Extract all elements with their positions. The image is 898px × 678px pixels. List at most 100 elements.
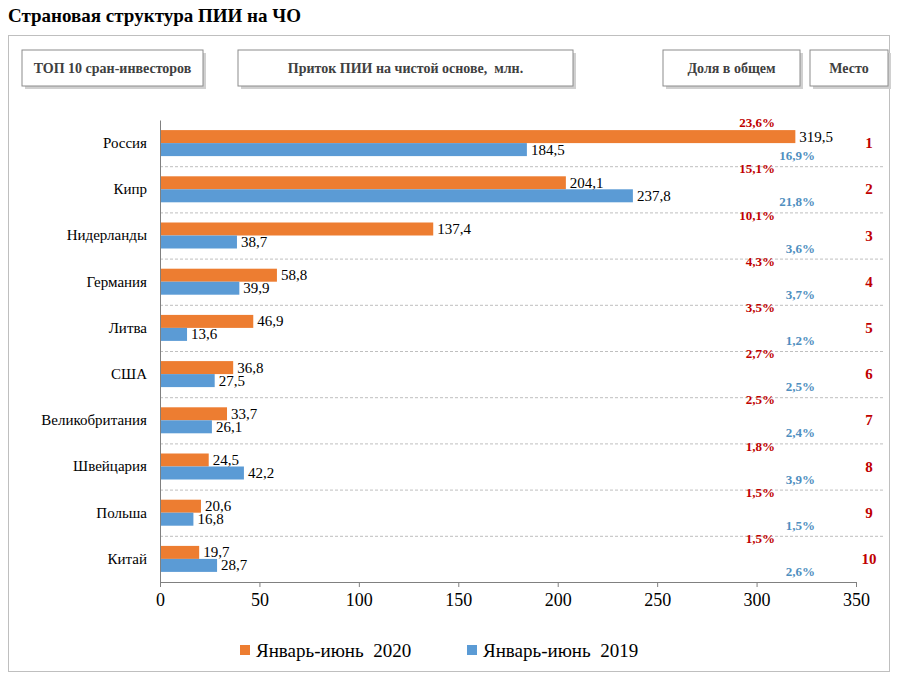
- x-tick-label: 100: [346, 590, 373, 610]
- place: 10: [862, 551, 877, 567]
- x-tick: 350: [843, 582, 870, 610]
- bar: [160, 559, 217, 572]
- y-axis-line: [160, 121, 161, 583]
- share-label: 3,6%: [786, 241, 815, 256]
- place: 6: [865, 366, 873, 382]
- header-text: Доля в общем: [687, 61, 775, 76]
- x-tick-mark: [259, 582, 260, 587]
- x-tick-label: 50: [251, 590, 269, 610]
- bar: [160, 130, 795, 143]
- header: Место: [810, 50, 891, 89]
- separator: [160, 259, 885, 260]
- y-tick: Великобритания: [41, 412, 160, 428]
- x-tick-label: 200: [545, 590, 572, 610]
- separator: [160, 305, 885, 306]
- separator: [160, 536, 885, 537]
- separator: [160, 212, 885, 213]
- chart: Страновая структура ПИИ на ЧОТОП 10 сран…: [0, 0, 898, 678]
- share-label: 1,5%: [746, 485, 775, 500]
- share-label: 16,9%: [779, 148, 815, 163]
- share-label: 1,2%: [786, 333, 815, 348]
- x-tick-label: 350: [843, 590, 870, 610]
- y-axis: РоссияКипрНидерландыГерманияЛитваСШАВели…: [41, 121, 160, 583]
- y-tick: Китай: [108, 551, 160, 567]
- share-label: 2,5%: [746, 392, 775, 407]
- bars: [160, 130, 795, 572]
- x-tick-mark: [359, 582, 360, 587]
- data-label: 319,5: [799, 129, 833, 145]
- y-tick-label: Кипр: [113, 181, 147, 197]
- share-label: 2,7%: [746, 346, 775, 361]
- x-tick-mark: [458, 582, 459, 587]
- series: [160, 143, 633, 572]
- share-label: 3,7%: [786, 287, 815, 302]
- header-box: [22, 50, 203, 86]
- share-label: 1,5%: [786, 518, 815, 533]
- bar: [160, 454, 209, 467]
- share-label: 4,3%: [746, 254, 775, 269]
- y-tick: Нидерланды: [67, 227, 160, 243]
- x-tick-mark: [160, 582, 161, 587]
- place: 1: [865, 135, 873, 151]
- y-tick-label: Польша: [96, 505, 147, 521]
- legend-label: Январь-июнь 2019: [483, 640, 638, 661]
- y-tick: США: [111, 366, 160, 382]
- x-tick-mark: [757, 582, 758, 587]
- x-tick-mark: [558, 582, 559, 587]
- x-tick-label: 0: [156, 590, 165, 610]
- share-label: 2,6%: [786, 564, 815, 579]
- separator: [160, 490, 885, 491]
- share-label: 3,5%: [746, 300, 775, 315]
- share-label: 1,8%: [746, 439, 775, 454]
- place: 5: [865, 320, 873, 336]
- header-box: [810, 50, 888, 86]
- share-label: 2,4%: [786, 425, 815, 440]
- y-tick: Кипр: [113, 181, 160, 197]
- y-tick-label: Литва: [109, 320, 148, 336]
- bar: [160, 282, 239, 295]
- bar: [160, 546, 199, 559]
- data-label: 184,5: [531, 142, 565, 158]
- header-box: [238, 50, 573, 86]
- x-tick-mark: [657, 582, 658, 587]
- data-label: 39,9: [243, 280, 269, 296]
- header: Приток ПИИ на чистой основе, млн.: [238, 50, 576, 89]
- bar: [160, 328, 187, 341]
- data-label: 46,9: [257, 313, 283, 329]
- header-text: ТОП 10 сран-инвесторов: [34, 61, 192, 76]
- share-label: 23,6%: [739, 115, 775, 130]
- x-tick: 300: [744, 582, 771, 610]
- share-label: 15,1%: [739, 161, 775, 176]
- legend-swatch: [467, 645, 477, 655]
- separator: [160, 351, 885, 352]
- place: 2: [865, 181, 873, 197]
- data-label: 204,1: [570, 175, 604, 191]
- data-label: 24,5: [213, 452, 239, 468]
- series: [160, 130, 795, 559]
- data-label: 13,6: [191, 326, 218, 342]
- place: 9: [865, 505, 873, 521]
- y-tick: Швейцария: [73, 458, 160, 474]
- share-label: 10,1%: [739, 208, 775, 223]
- y-tick-label: США: [111, 366, 147, 382]
- header: Доля в общем: [663, 50, 803, 89]
- bar: [160, 143, 527, 156]
- legend: Январь-июнь 2020 Январь-июнь 2019: [240, 640, 638, 661]
- x-tick-label: 250: [644, 590, 671, 610]
- bar: [160, 420, 212, 433]
- x-tick-label: 150: [445, 590, 472, 610]
- separator: [160, 166, 885, 167]
- data-label: 237,8: [637, 188, 671, 204]
- y-tick-label: Великобритания: [41, 412, 147, 428]
- legend-label: Январь-июнь 2020: [256, 640, 411, 661]
- data-label: 27,5: [219, 373, 245, 389]
- frame: [9, 36, 890, 672]
- x-axis: 0 50 100 150 200 250 300 350: [156, 582, 870, 610]
- data-label: 58,8: [281, 267, 307, 283]
- data-label: 26,1: [216, 419, 242, 435]
- y-tick: Литва: [109, 320, 160, 336]
- y-tick-label: Нидерланды: [67, 227, 147, 243]
- header-text: Приток ПИИ на чистой основе, млн.: [288, 61, 523, 76]
- share-label: 2,5%: [786, 379, 815, 394]
- y-tick: Германия: [87, 274, 160, 290]
